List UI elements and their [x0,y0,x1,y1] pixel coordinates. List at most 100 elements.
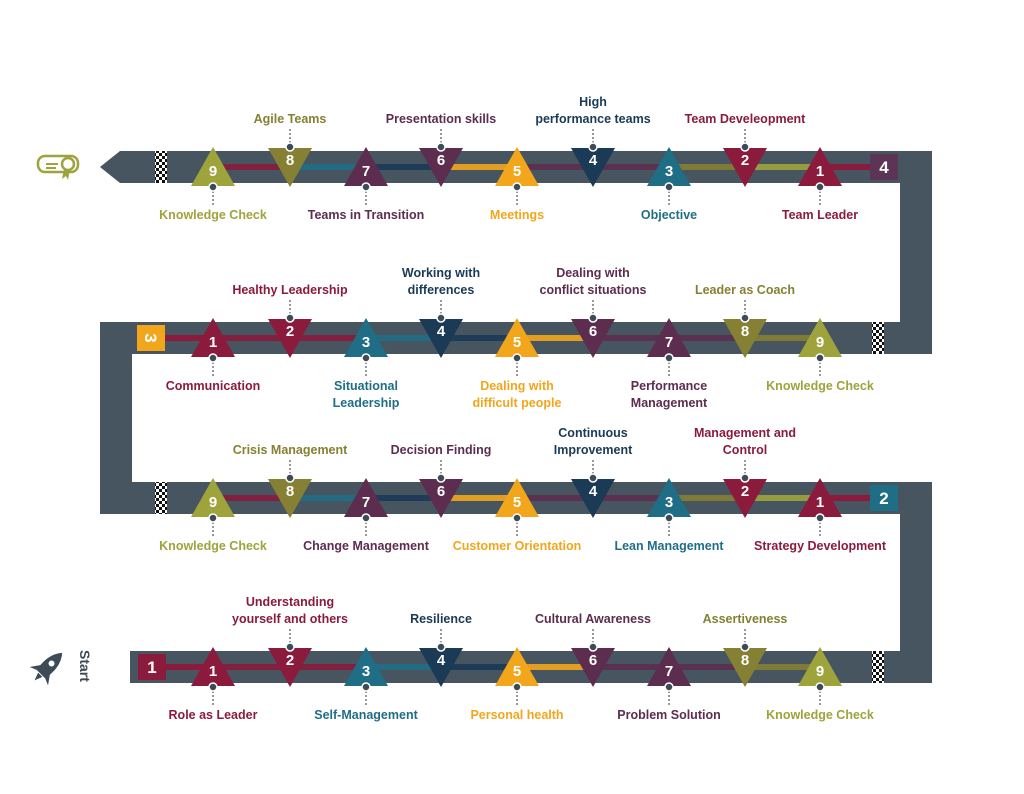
triangle-up-marker [647,318,691,357]
milestone-number: 5 [513,334,521,351]
milestone-label-line: Knowledge Check [159,539,267,553]
milestone-label: Strategy Development [754,539,887,553]
connector-dot [361,682,371,692]
icons [29,154,80,686]
milestone-label: Personal health [470,708,563,722]
milestone-label-line: conflict situations [540,283,647,297]
road-stripe [213,335,290,341]
milestone-label: Team Develeopment [685,112,806,126]
triangle-down-marker [419,148,463,187]
road-stripe [745,335,820,341]
milestones: 1 2 3 4 5 6 7 8 9 1 2 3 4 5 6 7 8 9 1 2 3 4 5 6 7 8 9 1 2 3 4 5 6 7 8 9 [191,129,842,705]
milestone-label-line: Improvement [554,443,633,457]
milestone-number: 7 [362,494,370,511]
milestone-label: Cultural Awareness [535,612,651,626]
connector-dot [664,353,674,363]
road [100,151,932,683]
connector-dot [361,513,371,523]
road-start-edge [130,651,138,683]
milestone-number: 4 [589,152,598,169]
milestone: 5 [495,147,539,205]
milestone: 8 [268,129,312,187]
milestone: 4 [419,629,463,687]
connector-dot [285,642,295,652]
milestone-label-line: Dealing with [480,379,554,393]
connector-dot [285,142,295,152]
triangle-up-marker [798,478,842,517]
milestone: 6 [571,629,615,687]
triangle-up-marker [191,647,235,686]
road-curve-right-1 [900,482,932,683]
milestone-label: Working with differences [402,266,480,297]
milestone: 8 [723,300,767,358]
road-stripe [366,495,441,501]
connector-dot [740,142,750,152]
milestone-label-line: Resilience [410,612,472,626]
row-badge-4: 4 [870,154,898,180]
connector-dot [740,313,750,323]
milestone-number: 5 [513,163,521,180]
checkered-flag [872,651,884,683]
road-stripe [290,495,366,501]
milestone: 6 [571,300,615,358]
milestone-number: 6 [437,152,445,169]
connector-dot [512,182,522,192]
triangle-up-marker [495,647,539,686]
milestone: 3 [344,647,388,705]
milestone: 5 [495,647,539,705]
milestone-label-line: Self-Management [314,708,418,722]
connector-dot [740,642,750,652]
triangle-up-marker [191,478,235,517]
connector-dot [512,353,522,363]
milestone-label-line: Customer Orientation [453,539,582,553]
milestone-label-line: Dealing with [556,266,630,280]
road-stripe [290,164,366,170]
milestone-label: Leader as Coach [695,283,795,297]
milestone-label-line: yourself and others [232,612,348,626]
triangle-up-marker [495,147,539,186]
row-badge-bg [137,325,165,351]
connector-dot [815,682,825,692]
milestone: 1 [191,647,235,705]
milestone-label-line: Teams in Transition [308,208,424,222]
milestone: 5 [495,478,539,536]
milestone-number: 9 [209,163,217,180]
milestone-label: Role as Leader [169,708,258,722]
milestone-label-line: Decision Finding [391,443,492,457]
road-stripe [517,495,593,501]
milestone-number: 6 [589,652,597,669]
row-badge-2: 2 [870,485,898,511]
milestone-number: 7 [362,163,370,180]
connector-dot [436,142,446,152]
milestone-number: 1 [816,494,824,511]
connector-dot [588,642,598,652]
triangle-up-marker [798,647,842,686]
milestone-label-line: performance teams [535,112,650,126]
road-stripe [290,664,366,670]
road-stripe [593,495,669,501]
road-stripe [366,164,441,170]
milestone: 4 [571,460,615,518]
milestone-number: 1 [209,334,217,351]
milestone-label: Healthy Leadership [232,283,348,297]
triangle-down-marker [571,648,615,687]
milestone-number: 5 [513,494,521,511]
road-stripe [669,335,745,341]
connector-dot [208,513,218,523]
milestone-label: Continuous Improvement [554,426,633,457]
milestone-label-line: Problem Solution [617,708,720,722]
milestone-label-line: Objective [641,208,697,222]
connector-dot [588,142,598,152]
triangle-down-marker [268,148,312,187]
milestone-label-line: Management [631,396,708,410]
triangle-down-marker [268,648,312,687]
milestone: 2 [268,300,312,358]
triangle-up-marker [647,147,691,186]
row-badge-bg [870,485,898,511]
road-stripe [593,164,669,170]
milestone-label-line: difficult people [473,396,562,410]
row-badge-3: 3 [137,325,165,351]
road-stripe [820,164,870,170]
triangle-up-marker [344,478,388,517]
